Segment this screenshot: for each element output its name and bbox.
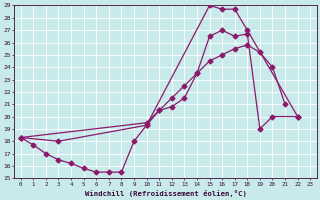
X-axis label: Windchill (Refroidissement éolien,°C): Windchill (Refroidissement éolien,°C) (84, 190, 246, 197)
